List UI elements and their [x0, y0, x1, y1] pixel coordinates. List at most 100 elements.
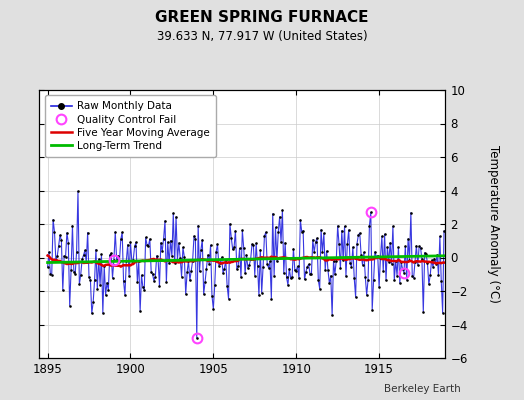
Point [103, 280, 111, 286]
Point [104, 287, 113, 293]
Point [293, 263, 302, 270]
Point [50, 229, 59, 235]
Point [66, 302, 74, 309]
Point [198, 236, 206, 243]
Point [401, 243, 410, 250]
Point [158, 248, 167, 254]
Point [155, 283, 163, 289]
Point [336, 265, 345, 272]
Point [315, 286, 324, 292]
Point [433, 252, 441, 258]
Point [440, 228, 448, 234]
Point [318, 249, 326, 256]
Point [111, 229, 119, 235]
Point [169, 210, 178, 216]
Point [405, 257, 413, 263]
Point [59, 287, 67, 294]
Point [426, 272, 434, 278]
Point [220, 266, 228, 272]
Point [190, 233, 198, 239]
Point [150, 278, 158, 284]
Point [233, 266, 241, 272]
Point [93, 286, 102, 292]
Y-axis label: Temperature Anomaly (°C): Temperature Anomaly (°C) [487, 145, 500, 303]
Point [261, 229, 270, 236]
Point [181, 291, 190, 298]
Point [259, 264, 267, 270]
Point [75, 281, 83, 288]
Point [265, 265, 273, 271]
Point [385, 259, 393, 265]
Point [159, 235, 168, 242]
Point [108, 275, 117, 281]
Point [144, 242, 152, 249]
Point [396, 280, 404, 286]
Point [348, 244, 357, 250]
Point [205, 261, 213, 267]
Point [263, 261, 271, 268]
Point [70, 268, 78, 275]
Point [208, 292, 216, 299]
Point [394, 244, 402, 251]
Point [174, 240, 183, 246]
Point [119, 278, 128, 284]
Point [276, 214, 284, 220]
Point [68, 222, 77, 229]
Point [74, 188, 82, 194]
Point [148, 271, 157, 278]
Point [136, 308, 144, 314]
Point [147, 268, 156, 275]
Point [223, 283, 232, 289]
Point [81, 247, 89, 254]
Point [291, 267, 299, 274]
Point [162, 279, 171, 286]
Point [256, 246, 265, 253]
Text: 39.633 N, 77.917 W (United States): 39.633 N, 77.917 W (United States) [157, 30, 367, 43]
Point [56, 232, 64, 238]
Point [391, 258, 400, 264]
Point [194, 222, 202, 229]
Point [278, 207, 287, 213]
Point [331, 271, 339, 277]
Point [49, 216, 57, 223]
Point [380, 231, 389, 237]
Point [211, 282, 219, 288]
Point [344, 227, 353, 233]
Point [268, 210, 277, 217]
Point [383, 244, 391, 251]
Point [356, 230, 364, 236]
Point [226, 221, 234, 227]
Point [67, 267, 75, 274]
Point [183, 269, 191, 276]
Point [300, 276, 309, 282]
Point [347, 264, 356, 270]
Point [90, 277, 99, 284]
Point [423, 259, 432, 266]
Point [412, 242, 421, 249]
Point [53, 253, 61, 260]
Point [224, 296, 233, 302]
Point [397, 259, 406, 265]
Point [299, 227, 307, 234]
Point [227, 235, 235, 241]
Point [48, 271, 56, 278]
Point [281, 240, 289, 246]
Point [375, 284, 383, 290]
Point [314, 277, 322, 283]
Point [222, 257, 230, 263]
Point [152, 253, 161, 259]
Point [365, 223, 374, 229]
Point [260, 233, 269, 239]
Point [206, 242, 215, 248]
Point [245, 262, 254, 268]
Point [54, 242, 63, 249]
Point [389, 223, 397, 230]
Point [125, 272, 133, 279]
Point [128, 258, 136, 264]
Point [82, 259, 91, 265]
Point [117, 236, 125, 243]
Point [372, 254, 380, 260]
Point [165, 260, 173, 266]
Point [78, 256, 86, 262]
Point [382, 277, 390, 284]
